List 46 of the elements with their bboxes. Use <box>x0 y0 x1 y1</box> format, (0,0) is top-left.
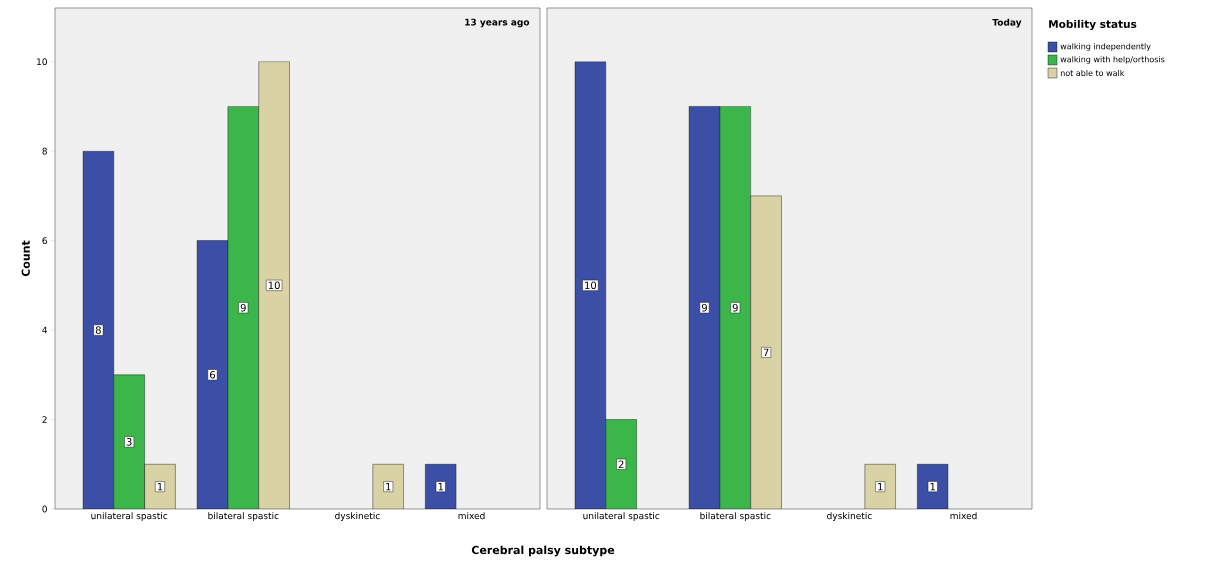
data-label: 1 <box>930 482 935 491</box>
data-label: 1 <box>386 482 391 491</box>
text: 13 years ago <box>465 18 530 28</box>
y-tick-label: 2 <box>42 416 47 423</box>
x-tick-label: dyskinetic <box>335 512 380 521</box>
bar <box>258 61 290 509</box>
x-tick-label: mixed <box>950 512 977 520</box>
bar <box>719 106 751 509</box>
x-tick-label: bilateral spastic <box>208 512 279 521</box>
data-label: 9 <box>240 303 246 312</box>
data-label: 3 <box>126 438 132 446</box>
x-tick-label: unilateral spastic <box>91 512 168 521</box>
data-label: 1 <box>157 482 163 491</box>
data-label: 9 <box>732 303 738 312</box>
legend-label: walking with help/orthosis <box>1060 56 1165 64</box>
y-tick-label: 8 <box>42 147 47 155</box>
x-tick-label: unilateral spastic <box>583 512 660 521</box>
bar <box>144 464 176 509</box>
text: Today <box>992 18 1022 28</box>
data-label: 6 <box>210 371 216 379</box>
bar <box>113 374 145 509</box>
data-label: 9 <box>701 303 707 312</box>
legend-label: walking independently <box>1060 43 1151 51</box>
data-label: 10 <box>585 281 597 290</box>
data-label: 1 <box>438 482 443 491</box>
bar <box>372 464 404 509</box>
data-label: 10 <box>268 281 280 290</box>
x-tick-label: bilateral spastic <box>700 512 771 521</box>
x-axis-title: Cerebral palsy subtype <box>471 545 615 557</box>
data-label: 7 <box>763 348 769 357</box>
bar <box>750 195 782 509</box>
bar <box>605 419 637 509</box>
y-axis-title: Count <box>21 240 30 277</box>
legend-title: Mobility status <box>1049 19 1137 31</box>
data-label: 2 <box>618 460 624 468</box>
y-tick-label: 10 <box>37 58 47 66</box>
data-label: 8 <box>95 326 101 334</box>
x-tick-label: dyskinetic <box>827 512 872 521</box>
bar <box>227 106 259 509</box>
y-tick-label: 0 <box>42 505 47 513</box>
legend-label: not able to walk <box>1060 69 1125 77</box>
x-tick-label: mixed <box>458 512 485 520</box>
y-tick-label: 6 <box>42 237 47 245</box>
data-label: 1 <box>878 482 883 491</box>
bar <box>864 464 896 509</box>
y-tick-label: 4 <box>42 326 48 334</box>
